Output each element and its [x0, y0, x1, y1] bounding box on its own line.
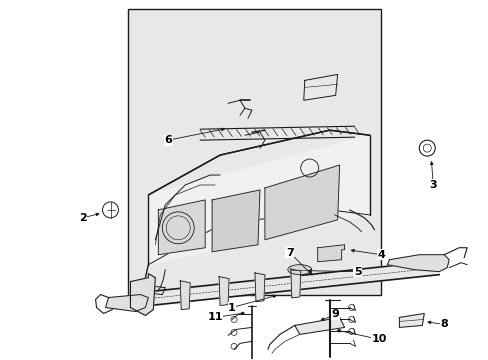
- Text: 9: 9: [331, 310, 339, 319]
- Polygon shape: [135, 285, 165, 294]
- Ellipse shape: [287, 265, 311, 275]
- Polygon shape: [105, 294, 148, 311]
- Polygon shape: [254, 273, 264, 302]
- Text: 7: 7: [285, 248, 293, 258]
- Polygon shape: [130, 274, 155, 315]
- Text: 4: 4: [377, 250, 385, 260]
- Text: 8: 8: [440, 319, 447, 329]
- Polygon shape: [303, 75, 337, 100]
- Polygon shape: [219, 277, 228, 306]
- Polygon shape: [212, 190, 260, 252]
- Text: 2: 2: [79, 213, 86, 223]
- Text: 3: 3: [428, 180, 436, 190]
- Text: 1: 1: [228, 302, 235, 312]
- Text: 5: 5: [353, 267, 361, 276]
- Polygon shape: [148, 135, 369, 265]
- Polygon shape: [264, 165, 339, 240]
- Polygon shape: [140, 261, 438, 306]
- Text: 10: 10: [371, 334, 386, 345]
- Polygon shape: [399, 314, 424, 328]
- Polygon shape: [317, 245, 344, 262]
- Polygon shape: [294, 318, 344, 334]
- Polygon shape: [158, 200, 205, 255]
- Polygon shape: [386, 255, 448, 272]
- Text: 11: 11: [207, 312, 223, 323]
- Polygon shape: [290, 269, 300, 298]
- Polygon shape: [180, 281, 190, 310]
- Text: 6: 6: [164, 135, 172, 145]
- Bar: [128, 9, 381, 294]
